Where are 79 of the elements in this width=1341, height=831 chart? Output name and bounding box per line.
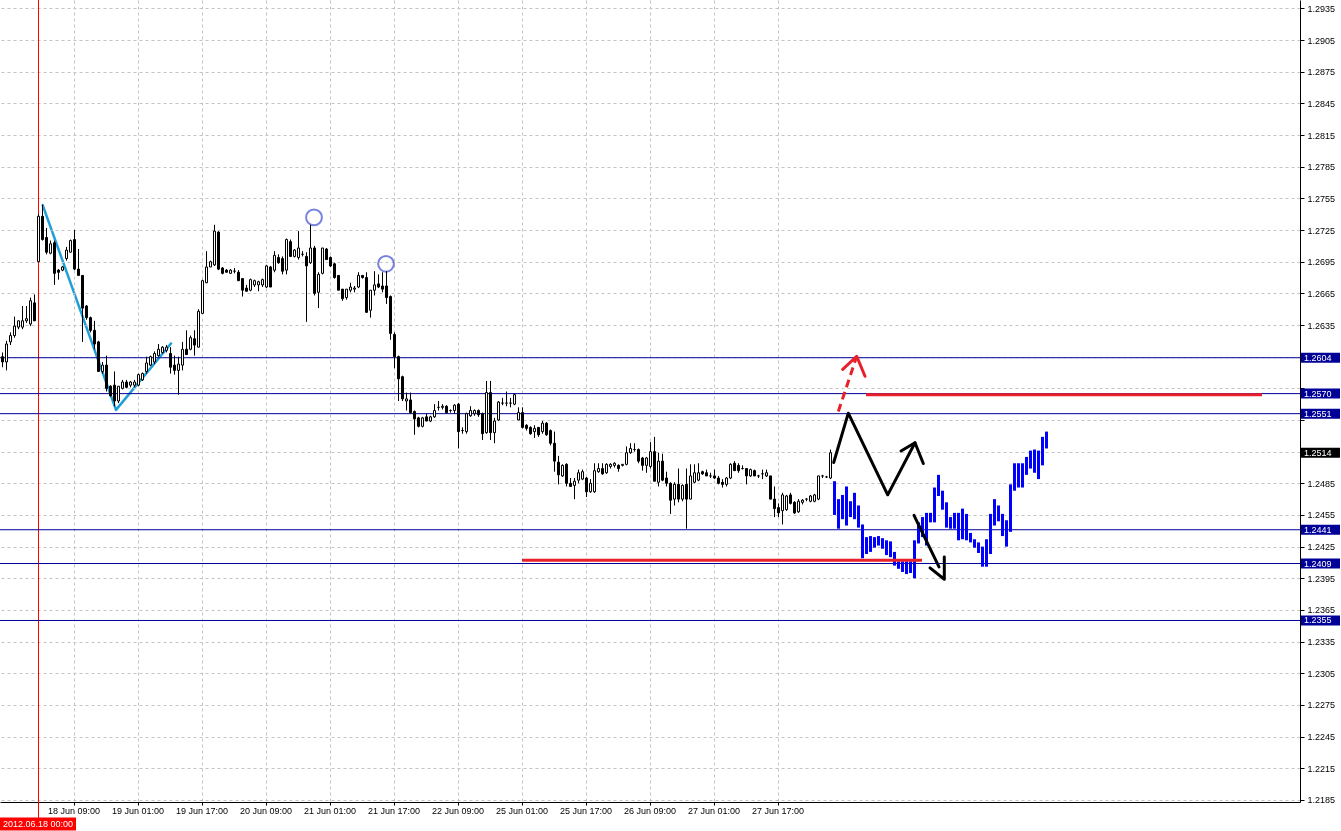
y-tick-label: 1.2935	[1307, 3, 1336, 14]
candlestick	[305, 251, 308, 323]
y-tick-label: 1.2245	[1307, 732, 1336, 743]
candlestick	[13, 316, 16, 339]
x-tick-label: 19 Jun 17:00	[175, 805, 229, 816]
candlestick	[113, 370, 116, 407]
candlestick	[677, 468, 680, 503]
ref-line-label: 1.2604	[1304, 352, 1332, 363]
y-tick-label: 1.2665	[1307, 288, 1336, 299]
y-tick-label: 1.2815	[1307, 130, 1336, 141]
bar	[901, 561, 904, 572]
x-tick-label: 22 Jun 09:00	[431, 805, 485, 816]
candlestick	[21, 305, 24, 330]
y-tick-label: 1.2695	[1307, 257, 1336, 268]
bar	[873, 537, 876, 548]
x-tick-label: 25 Jun 01:00	[495, 805, 549, 816]
y-tick-label: 1.2725	[1307, 225, 1336, 236]
candlestick	[565, 462, 568, 487]
x-tick-label: 18 Jun 09:00	[47, 805, 101, 816]
bar	[869, 536, 872, 552]
y-tick-label: 1.2305	[1307, 668, 1336, 679]
y-tick-label: 1.2425	[1307, 542, 1336, 553]
y-tick-label: 1.2485	[1307, 478, 1336, 489]
candlestick	[657, 452, 660, 487]
x-tick-label: 26 Jun 09:00	[623, 805, 677, 816]
candlestick	[557, 455, 560, 485]
candlestick	[669, 481, 672, 515]
y-tick-label: 1.2395	[1307, 573, 1336, 584]
bar	[905, 561, 908, 575]
y-tick-label: 1.2875	[1307, 67, 1336, 78]
ref-line-label: 1.2570	[1304, 388, 1332, 399]
candlestick	[689, 463, 692, 500]
candlestick	[553, 431, 556, 473]
x-tick-label: 21 Jun 01:00	[303, 805, 357, 816]
candlestick	[105, 355, 108, 392]
y-tick-label: 1.2845	[1307, 98, 1336, 109]
candlestick	[29, 297, 32, 327]
y-tick-label: 1.2335	[1307, 637, 1336, 648]
text: 1.2514	[1304, 447, 1332, 458]
candlestick	[593, 462, 596, 494]
candlestick	[673, 481, 676, 506]
x-tick-label: 20 Jun 09:00	[239, 805, 293, 816]
candlestick	[661, 453, 664, 482]
candlestick	[781, 492, 784, 525]
y-tick-label: 1.2275	[1307, 700, 1336, 711]
x-tick-label: 27 Jun 17:00	[751, 805, 805, 816]
y-tick-label: 1.2185	[1307, 795, 1336, 806]
x-tick-label: 19 Jun 01:00	[111, 805, 165, 816]
x-tick-label: 2012.06.18 00:00	[2, 819, 74, 829]
x-tick-label: 25 Jun 17:00	[559, 805, 613, 816]
bar	[1017, 463, 1020, 488]
ref-line-label: 1.2355	[1304, 615, 1332, 626]
candlestick	[169, 346, 172, 375]
x-tick-label: 27 Jun 01:00	[687, 805, 741, 816]
bar	[877, 536, 880, 546]
ref-line-label: 1.2551	[1304, 408, 1332, 419]
candlestick	[33, 293, 36, 322]
bar	[965, 513, 968, 541]
bar	[885, 540, 888, 556]
candlestick	[297, 230, 300, 261]
candlestick	[685, 468, 688, 530]
candlestick	[817, 475, 820, 501]
bar	[957, 512, 960, 541]
bar	[961, 508, 964, 540]
ref-line-label: 1.2409	[1304, 558, 1332, 569]
candlestick	[173, 355, 176, 376]
candlestick	[5, 340, 8, 371]
y-tick-label: 1.2455	[1307, 510, 1336, 521]
y-tick-label: 1.2635	[1307, 320, 1336, 331]
x-tick-label: 21 Jun 17:00	[367, 805, 421, 816]
y-tick-label: 1.2365	[1307, 605, 1336, 616]
candlestick	[181, 341, 184, 371]
y-tick-label: 1.2905	[1307, 35, 1336, 46]
y-tick-label: 1.2755	[1307, 193, 1336, 204]
y-tick-label: 1.2215	[1307, 763, 1336, 774]
bar	[845, 486, 848, 526]
ref-line-label: 1.2441	[1304, 524, 1332, 535]
candlestick	[573, 477, 576, 500]
y-tick-label: 1.2785	[1307, 162, 1336, 173]
